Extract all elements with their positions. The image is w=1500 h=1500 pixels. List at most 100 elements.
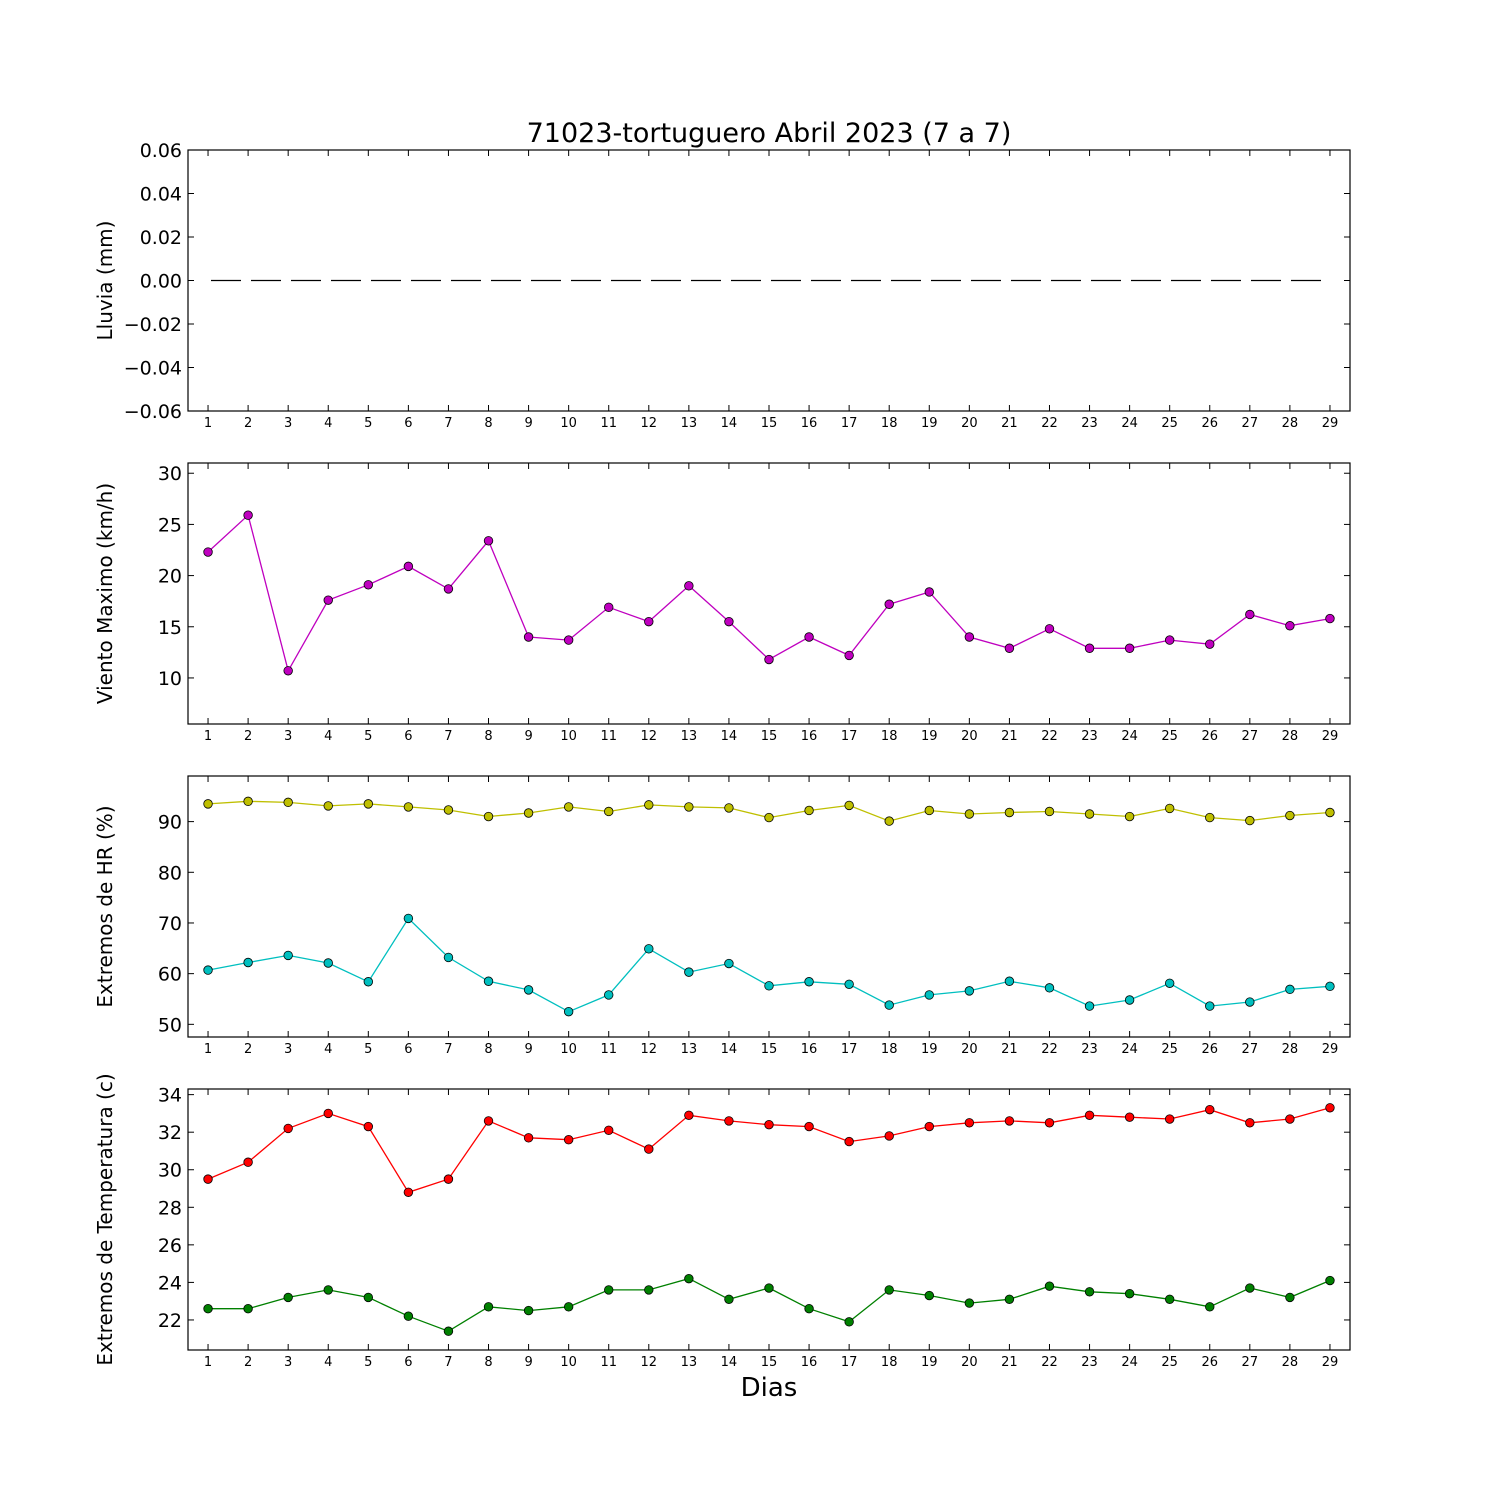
data-point [644,800,654,810]
data-point [964,809,975,819]
data-point [604,602,614,613]
y-tick-label: 20 [158,566,182,588]
x-tick-label: 2 [244,1042,252,1057]
data-point [483,976,494,986]
x-tick-label: 22 [1041,416,1058,431]
x-tick-label: 15 [761,1042,778,1057]
x-tick-label: 20 [961,1355,978,1370]
x-tick-label: 8 [484,1042,492,1057]
y-tick-label: 15 [158,617,182,639]
data-point [243,957,253,968]
data-point [764,812,774,823]
data-point [1285,984,1295,995]
data-point [604,990,614,1000]
data-point [1124,811,1135,822]
y-tick-label: 34 [158,1085,182,1107]
x-tick-label: 14 [721,1355,738,1370]
x-tick-label: 24 [1121,1042,1138,1057]
data-point [283,666,293,676]
data-point [604,1285,614,1295]
data-point [684,1110,694,1120]
data-point [283,1123,293,1134]
data-point [363,1121,374,1132]
data-point [1205,639,1215,649]
data-point [363,580,374,590]
x-tick-label: 7 [444,729,452,744]
data-point [443,1326,454,1336]
data-point [844,1136,854,1147]
data-point [283,797,293,808]
data-point [644,1285,654,1295]
data-point [1164,803,1175,814]
data-point [1285,1114,1295,1124]
x-tick-label: 14 [721,729,738,744]
data-point [884,816,894,826]
data-point [443,952,454,963]
data-point [924,805,934,816]
x-tick-label: 29 [1322,1042,1339,1057]
y-tick-label: 60 [158,964,182,986]
x-tick-label: 17 [841,1042,858,1057]
x-tick-label: 11 [600,1355,617,1370]
x-tick-label: 12 [641,729,658,744]
data-point [804,1121,814,1132]
x-tick-label: 8 [484,1355,492,1370]
data-point [724,616,734,627]
x-tick-label: 8 [484,729,492,744]
x-tick-label: 26 [1201,729,1218,744]
data-point [323,958,333,968]
subplot-1: −0.06−0.04−0.020.000.020.040.061 2 3 4 5 6 7 8 9… [93,140,1351,431]
data-point [563,1302,574,1312]
data-point [764,1119,774,1130]
x-tick-label: 1 [204,416,212,431]
series-line-1 [207,513,1331,673]
x-tick-label: 19 [921,729,938,744]
data-point [403,561,414,572]
x-tick-label: 12 [641,1042,658,1057]
x-tick-label: 9 [524,1042,532,1057]
data-point [964,1298,975,1308]
x-tick-label: 21 [1001,416,1018,431]
y-axis-label: Lluvia (mm) [93,221,117,341]
data-point [283,950,293,961]
x-tick-label: 13 [681,1355,698,1370]
data-point [924,587,934,597]
x-tick-label: 26 [1201,1355,1218,1370]
data-point [483,811,494,822]
y-axis-label: Extremos de Temperatura (c) [93,1073,117,1365]
x-tick-label: 28 [1282,1355,1299,1370]
x-tick-label: 5 [364,1042,372,1057]
data-point [1084,1287,1095,1297]
x-tick-label: 10 [560,416,577,431]
x-tick-label: 7 [444,1355,452,1370]
x-tick-label: 4 [324,1355,332,1370]
x-tick-label: 12 [641,1355,658,1370]
data-point [1245,1118,1255,1128]
x-tick-label: 7 [444,1042,452,1057]
data-point [644,944,654,954]
data-point [563,635,574,645]
data-point [764,1283,774,1293]
x-tick-label: 15 [761,1355,778,1370]
x-tick-label: 25 [1161,1042,1178,1057]
y-tick-label: −0.02 [124,314,182,336]
x-tick-label: 25 [1161,1355,1178,1370]
x-tick-label: 6 [404,729,412,744]
data-point [1084,1001,1095,1011]
data-point [1044,983,1055,993]
data-point [1325,981,1335,992]
x-tick-label: 25 [1161,416,1178,431]
x-axis-label: Dias [741,1373,798,1403]
data-point [243,510,253,520]
data-point [483,536,494,546]
x-tick-label: 13 [681,1042,698,1057]
data-point [1245,1283,1255,1293]
data-point [1205,1302,1215,1312]
data-point [1044,1281,1055,1291]
data-point [844,650,854,661]
data-point [443,805,454,815]
x-tick-label: 16 [801,729,818,744]
data-point [563,1006,574,1017]
data-point [1004,807,1015,818]
